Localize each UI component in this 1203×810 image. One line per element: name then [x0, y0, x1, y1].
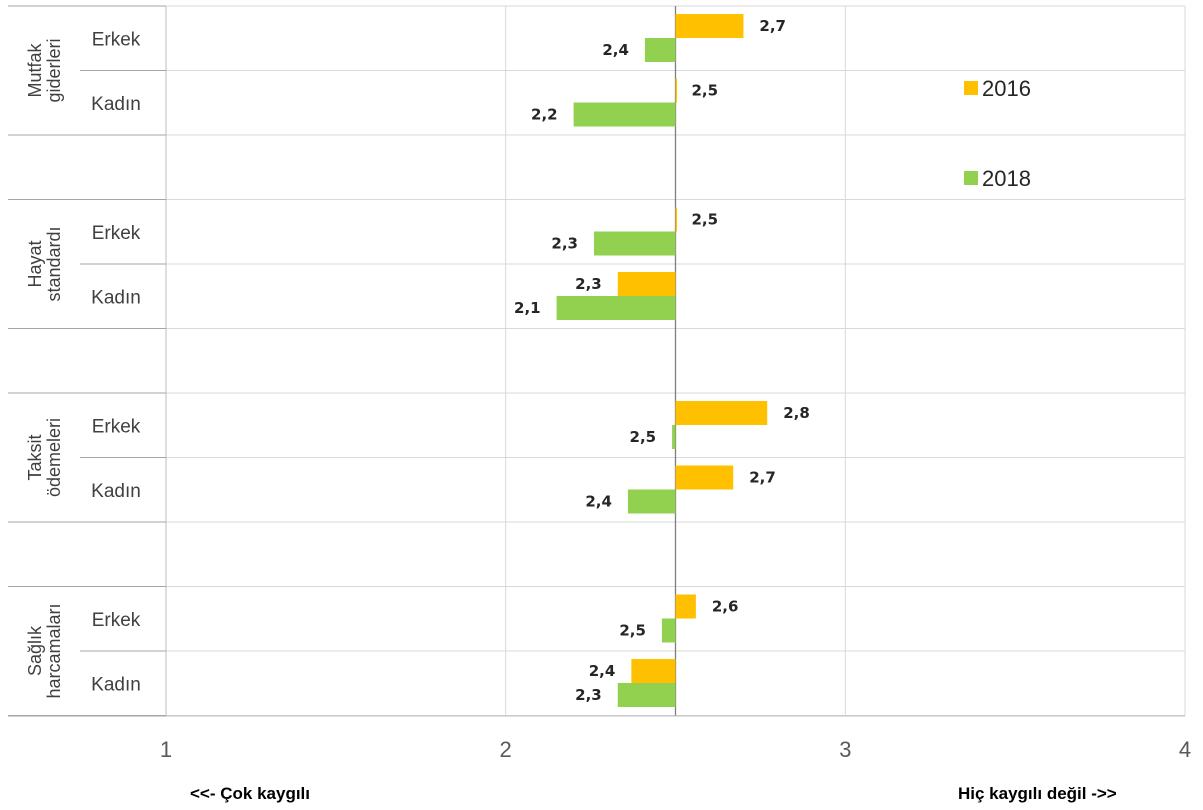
group-label: Sağlıkharcamaları [25, 603, 64, 698]
group-label-line: Sağlık [25, 625, 45, 676]
bar-2016 [675, 594, 696, 619]
bar-2016 [617, 272, 676, 296]
legend-swatch-2016 [964, 81, 978, 95]
data-label: 2,4 [602, 41, 629, 59]
bar-2018 [661, 618, 676, 643]
group-label: Mutfakgiderleri [25, 38, 64, 102]
data-label: 2,1 [514, 299, 541, 317]
data-label: 2,5 [692, 211, 719, 229]
data-label: 2,8 [783, 404, 810, 422]
data-label: 2,3 [551, 235, 578, 253]
x-tick-label: 2 [500, 737, 512, 762]
data-label: 2,4 [585, 493, 612, 511]
bars [556, 14, 768, 707]
legend-swatch-2018 [964, 171, 978, 185]
data-label: 2,7 [749, 469, 776, 487]
subcategory-label: Erkek [92, 416, 141, 437]
category-axis-lines [8, 5, 1185, 717]
group-label-line: Mutfak [25, 42, 45, 97]
legend-label: 2016 [982, 76, 1031, 101]
data-label: 2,3 [575, 275, 602, 293]
bar-2018 [573, 102, 676, 127]
data-label: 2,5 [630, 428, 657, 446]
data-label: 2,2 [531, 106, 558, 124]
x-tick-label: 4 [1179, 737, 1191, 762]
group-label: Taksitödemeleri [25, 418, 64, 497]
data-label: 2,4 [589, 662, 616, 680]
legend-label: 2018 [982, 166, 1031, 191]
data-label: 2,5 [619, 622, 646, 640]
bar-2018 [672, 425, 676, 449]
data-label: 2,3 [575, 686, 602, 704]
data-labels: 2,7 2,4 2,5 2,2 2,5 2,3 2,3 2,1 2,8 2,5 2,7 2,4 2,6 2… [514, 17, 810, 704]
bar-2018 [644, 38, 676, 62]
subcategory-label: Erkek [92, 610, 141, 631]
bar-2016 [675, 78, 677, 103]
axis-note-left: <<- Çok kaygılı [190, 784, 310, 803]
group-label-line: Hayat [25, 240, 45, 287]
bar-2016 [675, 207, 677, 232]
x-tick-label: 1 [160, 737, 172, 762]
subcategory-label: Kadın [91, 287, 141, 308]
subcategory-label: Kadın [91, 481, 141, 502]
data-label: 2,5 [692, 82, 719, 100]
bar-2016 [675, 401, 768, 425]
group-label-line: ödemeleri [44, 418, 64, 497]
subcategory-label: Erkek [92, 29, 141, 50]
bar-2018 [617, 683, 676, 707]
bar-2016 [631, 659, 676, 683]
subcategory-label: Erkek [92, 223, 141, 244]
group-label-line: giderleri [44, 38, 64, 102]
group-label-line: harcamaları [44, 603, 64, 698]
data-label: 2,6 [712, 598, 739, 616]
subcategory-label: Kadın [91, 674, 141, 695]
x-axis-ticks: 1 2 3 4 [160, 737, 1191, 762]
group-label-line: standardı [44, 226, 64, 301]
legend: 2016 2018 [964, 76, 1031, 191]
bar-2016 [675, 14, 744, 38]
subcategory-label: Kadın [91, 94, 141, 115]
bar-2018 [627, 489, 676, 514]
group-label-line: Taksit [25, 434, 45, 480]
bar-2018 [593, 231, 676, 256]
category-labels: Mutfakgiderleri Erkek Kadın Hayatstandardı E… [25, 29, 141, 698]
x-tick-label: 3 [839, 737, 851, 762]
data-label: 2,7 [759, 17, 786, 35]
axis-note-right: Hiç kaygılı değil ->> [958, 784, 1117, 803]
group-label: Hayatstandardı [25, 226, 64, 301]
bar-2018 [556, 296, 676, 320]
bar-2016 [675, 465, 734, 490]
